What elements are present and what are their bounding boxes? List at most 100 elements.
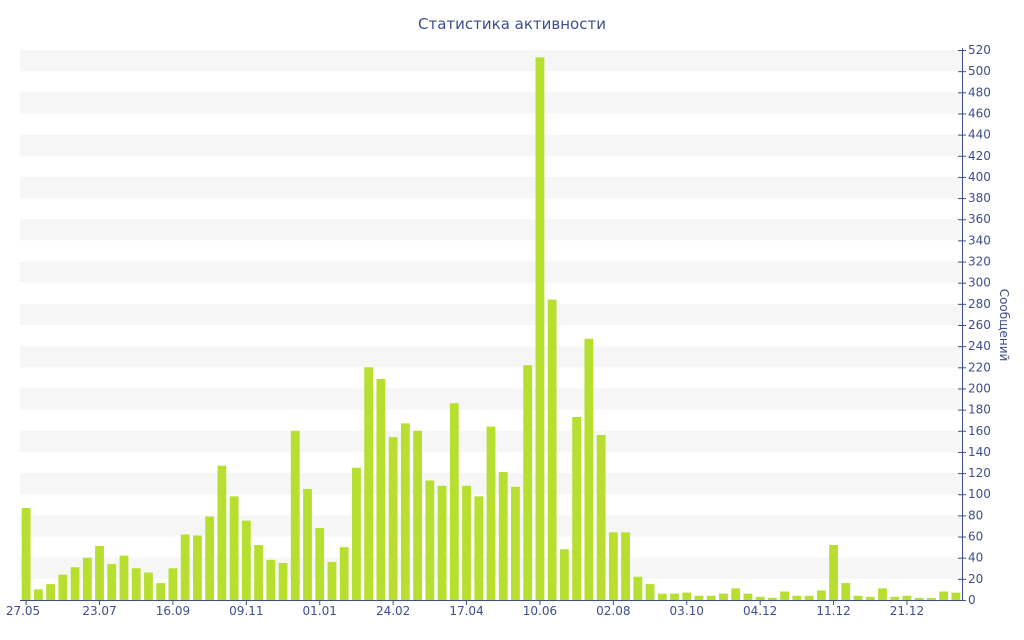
bar xyxy=(829,545,838,600)
y-tick-label: 200 xyxy=(968,381,991,395)
bar xyxy=(853,595,863,600)
bar xyxy=(33,589,43,600)
x-axis: 27.05 23.07 16.09 09.11 01.01 24.02 17.04 10.06… xyxy=(6,600,962,618)
bar xyxy=(755,596,765,600)
grid-band xyxy=(20,346,962,368)
y-tick-label: 340 xyxy=(968,233,991,247)
bar xyxy=(107,564,117,600)
y-tick-label: 80 xyxy=(968,508,983,522)
x-tick-label: 11.12 xyxy=(816,604,850,618)
bar xyxy=(633,576,643,600)
y-tick-label: 300 xyxy=(968,276,991,290)
bar xyxy=(621,532,630,600)
bar xyxy=(180,534,190,600)
bar xyxy=(82,557,92,600)
bar xyxy=(388,437,398,600)
bar xyxy=(596,435,606,600)
bar xyxy=(927,597,936,600)
y-tick-label: 460 xyxy=(968,106,991,120)
x-tick-label: 24.02 xyxy=(376,604,410,618)
y-tick-label: 160 xyxy=(968,424,991,438)
bar xyxy=(645,584,655,600)
bar xyxy=(951,592,961,600)
bar xyxy=(511,486,520,600)
bar xyxy=(694,595,704,600)
x-tick-label: 17.04 xyxy=(449,604,483,618)
bar xyxy=(131,568,141,600)
grid-band xyxy=(20,303,962,325)
y-tick-label: 320 xyxy=(968,255,991,269)
bar xyxy=(364,367,374,600)
bar xyxy=(376,378,386,600)
x-tick-label: 10.06 xyxy=(523,604,557,618)
x-tick-label: 09.11 xyxy=(229,604,263,618)
y-tick-label: 100 xyxy=(968,487,991,501)
bar xyxy=(449,403,459,600)
bar xyxy=(780,591,790,600)
y-tick-label: 0 xyxy=(968,593,976,607)
x-tick-label: 04.12 xyxy=(743,604,777,618)
y-tick-label: 380 xyxy=(968,191,991,205)
x-tick-label: 21.12 xyxy=(890,604,924,618)
bar xyxy=(70,567,80,600)
y-tick-label: 360 xyxy=(968,212,991,226)
x-tick-label: 27.05 xyxy=(6,604,40,618)
bar xyxy=(290,430,300,600)
y-tick-label: 140 xyxy=(968,445,991,459)
bar xyxy=(437,485,447,600)
x-tick-label: 23.07 xyxy=(82,604,116,618)
bars xyxy=(21,57,961,600)
bar xyxy=(241,520,251,600)
y-tick-label: 480 xyxy=(968,85,991,99)
y-tick-label: 240 xyxy=(968,339,991,353)
bar xyxy=(266,559,276,600)
bar xyxy=(474,496,484,600)
bar xyxy=(95,546,104,600)
grid-band xyxy=(20,92,962,114)
bar xyxy=(804,595,814,600)
x-tick-label: 01.01 xyxy=(303,604,337,618)
bar xyxy=(682,592,692,600)
bar xyxy=(902,595,912,600)
grid-band xyxy=(20,50,962,72)
y-tick-label: 500 xyxy=(968,64,991,78)
bar xyxy=(303,488,312,600)
bar xyxy=(400,423,410,600)
y-tick-label: 20 xyxy=(968,572,983,586)
bar xyxy=(168,568,178,600)
y-axis: 0 20 40 60 80 100 120 140 160 180 200 220 240 260 280 3… xyxy=(958,43,991,607)
bar xyxy=(425,480,435,600)
bar xyxy=(21,507,31,600)
y-tick-label: 420 xyxy=(968,149,991,163)
bar xyxy=(217,465,227,600)
bar xyxy=(841,583,851,600)
grid-band xyxy=(20,219,962,241)
bar xyxy=(46,584,55,600)
bar xyxy=(816,590,826,600)
y-tick-label: 120 xyxy=(968,466,991,480)
bar xyxy=(914,597,924,600)
y-tick-label: 40 xyxy=(968,551,983,565)
bar xyxy=(731,588,741,600)
grid-band xyxy=(20,134,962,156)
y-tick-label: 220 xyxy=(968,360,991,374)
bar xyxy=(486,426,496,600)
grid-band xyxy=(20,261,962,283)
bar xyxy=(719,593,728,600)
bar xyxy=(156,583,166,600)
x-tick-label: 16.09 xyxy=(156,604,190,618)
bar xyxy=(327,561,337,600)
bar xyxy=(413,430,423,600)
y-tick-label: 180 xyxy=(968,403,991,417)
bar xyxy=(890,596,900,600)
bar xyxy=(352,467,361,600)
bar xyxy=(119,555,129,600)
x-tick-label: 03.10 xyxy=(670,604,704,618)
bar xyxy=(462,485,471,600)
bar xyxy=(743,593,753,600)
bar xyxy=(315,528,325,600)
bar xyxy=(559,549,569,600)
bar xyxy=(192,535,202,600)
bar xyxy=(608,532,618,600)
